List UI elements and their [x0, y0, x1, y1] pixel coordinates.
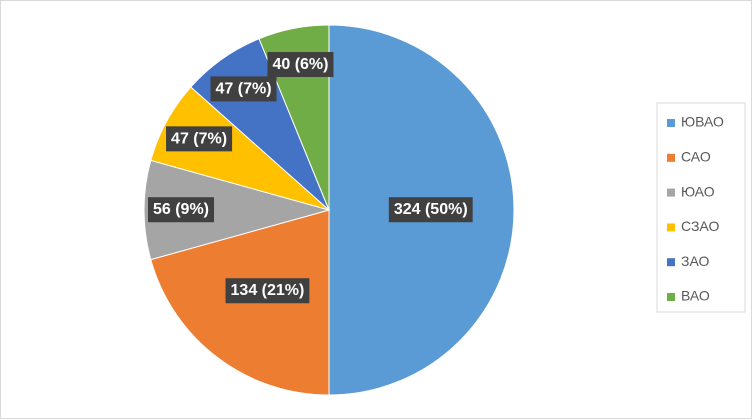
data-label-text: 134 (21%): [231, 282, 305, 299]
legend-swatch: [667, 153, 675, 162]
data-label-text: 47 (7%): [216, 80, 272, 97]
legend-label: САО: [681, 149, 711, 165]
data-label: 56 (9%): [147, 197, 215, 223]
legend-swatch: [667, 119, 675, 127]
legend-swatch: [667, 258, 675, 267]
data-label: 40 (6%): [267, 51, 334, 78]
legend-swatch: [667, 188, 675, 197]
data-label-box: [267, 51, 334, 78]
legend-label: ЮАО: [681, 183, 715, 199]
data-label-text: 56 (9%): [153, 201, 209, 218]
legend-label: ЗАО: [681, 253, 709, 269]
data-label-box: [388, 197, 473, 223]
data-label-box: [225, 278, 310, 304]
data-label: 47 (7%): [166, 126, 233, 152]
data-label: 324 (50%): [388, 197, 473, 223]
legend-box: [656, 102, 746, 313]
legend-label: ЮВАО: [681, 114, 724, 130]
data-label: 134 (21%): [225, 278, 310, 304]
legend-swatch: [667, 223, 675, 232]
data-label-text: 40 (6%): [272, 56, 328, 73]
data-label-box: [210, 76, 277, 102]
data-label-text: 324 (50%): [394, 201, 468, 218]
legend-swatch: [667, 293, 675, 301]
pie-slice: [143, 159, 331, 261]
legend-label: СЗАО: [681, 218, 719, 234]
data-label-box: [147, 197, 215, 223]
data-labels: 324 (50%)134 (21%)56 (9%)47 (7%)47 (7%)4…: [147, 51, 473, 304]
data-label-box: [166, 126, 233, 152]
legend: ЮВАО САО ЮАО СЗАО ЗАО ВАО: [667, 114, 724, 304]
data-label-text: 47 (7%): [171, 130, 227, 147]
data-label: 47 (7%): [210, 76, 277, 102]
legend-label: ВАО: [681, 288, 710, 304]
